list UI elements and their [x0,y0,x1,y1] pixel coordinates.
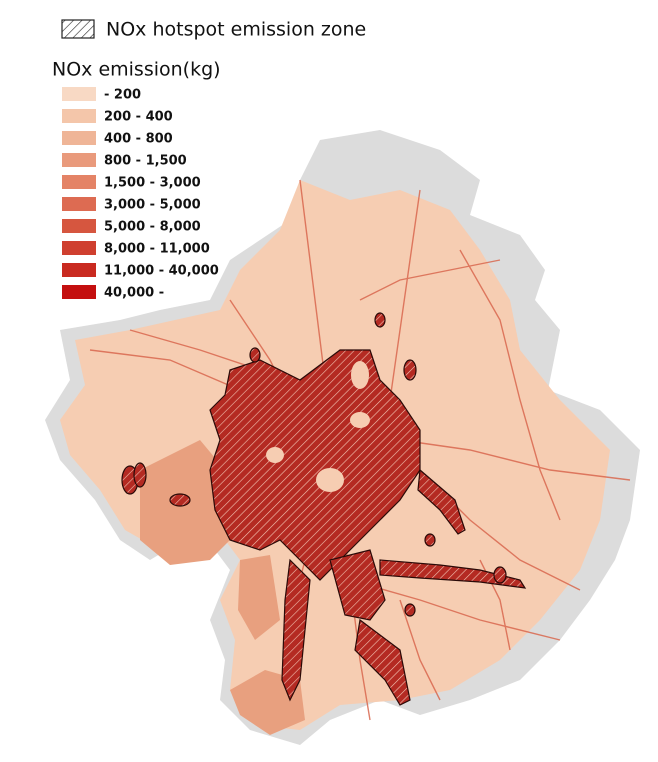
hotspot-zone [374,312,386,328]
legend-swatch [62,197,96,211]
hotspot-zone [493,566,507,584]
legend-label: 11,000 - 40,000 [104,264,219,279]
hotspot-zone [329,549,386,621]
hotspot-zones [121,312,527,706]
legend-label: 800 - 1,500 [104,154,187,169]
legend-swatch [62,263,96,277]
hotspot-zone [209,349,421,581]
hotspot-zone [424,533,436,547]
hotspot-zone [281,558,311,702]
hotspot-zone [249,347,261,363]
legend-label: 5,000 - 8,000 [104,220,201,235]
port-area [238,555,280,640]
hotspot-zone [354,618,411,706]
legend-label: 400 - 800 [104,132,173,147]
legend-swatch [62,175,96,189]
hotspot-zone [403,359,417,381]
hotspot-zone [133,462,147,488]
legend-title: NOx emission(kg) [52,59,221,81]
hotspot-zone [417,468,466,535]
legend-label: 200 - 400 [104,110,173,125]
city-holes [266,361,370,492]
legend-swatch [62,285,96,299]
legend-swatch [62,241,96,255]
legend-swatch [62,109,96,123]
hotspot-swatch [61,19,95,39]
legend-swatch [62,131,96,145]
hotspot-zone [379,559,527,589]
hotspot-zone [404,603,416,617]
legend-label: 3,000 - 5,000 [104,198,201,213]
legend-swatch [62,219,96,233]
legend-swatch [62,153,96,167]
hotspot-label: NOx hotspot emission zone [106,19,366,41]
legend: NOx hotspot emission zone NOx emission(k… [52,19,366,301]
legend-label: - 200 [104,88,141,103]
legend-swatch [62,87,96,101]
legend-label: 1,500 - 3,000 [104,176,201,191]
legend-label: 8,000 - 11,000 [104,242,210,257]
legend-label: 40,000 - [104,286,164,301]
hotspot-zone [169,493,191,507]
